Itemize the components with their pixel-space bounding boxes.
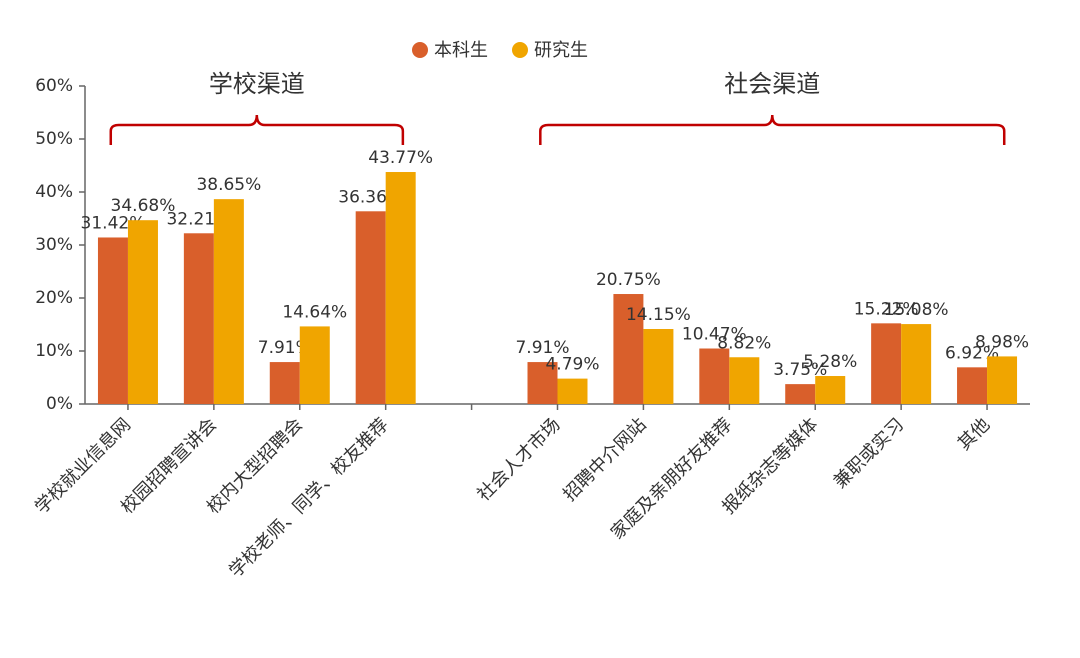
bar <box>957 367 988 404</box>
y-tick-label: 60% <box>35 76 73 96</box>
bar <box>901 324 932 404</box>
legend-label: 研究生 <box>534 40 588 61</box>
bar <box>299 326 330 404</box>
value-label: 15.22% <box>854 299 919 319</box>
y-tick-label: 50% <box>35 129 73 149</box>
x-tick-label: 其他 <box>954 414 994 454</box>
x-tick-label: 招聘中介网站 <box>559 414 650 505</box>
bracket <box>539 114 1006 145</box>
bar <box>127 220 158 404</box>
bar <box>987 356 1018 404</box>
value-label: 38.65% <box>196 175 261 195</box>
value-label: 4.79% <box>545 355 599 375</box>
value-label: 43.77% <box>368 148 433 168</box>
value-label: 3.75% <box>773 360 827 380</box>
bar <box>355 211 386 404</box>
bar <box>557 378 588 404</box>
value-label: 20.75% <box>596 270 661 290</box>
bar <box>213 199 244 404</box>
group-label: 社会渠道 <box>724 70 820 98</box>
value-label: 15.08% <box>884 300 949 320</box>
bar <box>699 348 730 404</box>
group-label: 学校渠道 <box>209 70 305 98</box>
value-label: 14.15% <box>626 305 691 325</box>
value-label: 5.28% <box>803 352 857 372</box>
value-label: 8.82% <box>717 333 771 353</box>
legend-label: 本科生 <box>434 40 488 61</box>
value-label: 7.91% <box>515 338 569 358</box>
bracket <box>109 114 405 145</box>
bar <box>815 376 846 404</box>
x-tick-label: 学校老师、同学、校友推荐 <box>225 414 393 582</box>
bar <box>643 329 674 404</box>
y-tick-label: 0% <box>46 394 73 414</box>
value-label: 14.64% <box>282 302 347 322</box>
bar <box>871 323 902 404</box>
x-tick-label: 兼职或实习 <box>830 414 908 492</box>
bar <box>269 362 300 404</box>
value-label: 34.68% <box>111 196 176 216</box>
bar <box>613 294 644 404</box>
y-tick-label: 40% <box>35 182 73 202</box>
value-label: 10.47% <box>682 325 747 345</box>
value-label: 7.91% <box>258 338 312 358</box>
y-tick-label: 20% <box>35 288 73 308</box>
legend-marker <box>512 42 528 58</box>
bar <box>385 172 416 404</box>
bar <box>183 233 214 404</box>
value-label: 8.98% <box>975 332 1029 352</box>
legend-marker <box>412 42 428 58</box>
bar <box>729 357 760 404</box>
bar <box>527 362 558 404</box>
y-tick-label: 10% <box>35 341 73 361</box>
y-tick-label: 30% <box>35 235 73 255</box>
value-label: 6.92% <box>945 343 999 363</box>
bar <box>785 384 816 404</box>
bar <box>97 237 128 404</box>
x-tick-label: 社会人才市场 <box>473 414 564 505</box>
